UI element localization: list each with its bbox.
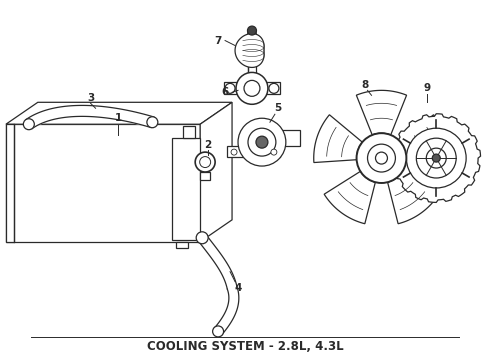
Circle shape (406, 128, 466, 188)
Polygon shape (401, 115, 449, 163)
Circle shape (248, 128, 276, 156)
Circle shape (236, 72, 268, 104)
Circle shape (256, 136, 268, 148)
Circle shape (375, 152, 388, 164)
Circle shape (271, 149, 277, 155)
Polygon shape (324, 171, 375, 224)
Circle shape (244, 80, 260, 96)
Polygon shape (224, 82, 280, 94)
Text: COOLING SYSTEM - 2.8L, 4.3L: COOLING SYSTEM - 2.8L, 4.3L (147, 340, 343, 353)
Polygon shape (6, 124, 14, 242)
Circle shape (426, 148, 446, 168)
Polygon shape (6, 102, 232, 124)
Polygon shape (6, 124, 200, 242)
Circle shape (432, 154, 440, 162)
Text: 5: 5 (274, 103, 281, 113)
Polygon shape (200, 102, 232, 242)
Circle shape (196, 232, 208, 244)
Circle shape (200, 157, 211, 167)
Text: 6: 6 (221, 87, 229, 97)
Circle shape (269, 84, 279, 93)
Text: 4: 4 (234, 283, 242, 293)
Polygon shape (227, 146, 280, 157)
Polygon shape (388, 171, 439, 224)
Polygon shape (183, 126, 196, 138)
Polygon shape (356, 90, 407, 135)
Polygon shape (314, 115, 362, 163)
Text: 1: 1 (115, 113, 122, 123)
Circle shape (416, 138, 456, 178)
Text: 3: 3 (87, 93, 94, 103)
Text: 7: 7 (215, 36, 222, 46)
Circle shape (195, 152, 215, 172)
Polygon shape (392, 114, 481, 202)
Polygon shape (200, 172, 210, 180)
Polygon shape (247, 31, 257, 44)
Polygon shape (172, 138, 200, 240)
Circle shape (238, 118, 286, 166)
Circle shape (24, 119, 34, 130)
Polygon shape (198, 235, 237, 289)
Polygon shape (214, 286, 239, 334)
Polygon shape (235, 33, 264, 67)
Circle shape (247, 26, 256, 35)
Text: 8: 8 (361, 80, 368, 90)
Circle shape (147, 117, 158, 128)
Text: 2: 2 (204, 140, 212, 150)
Text: 9: 9 (424, 84, 431, 93)
Circle shape (213, 326, 223, 337)
Polygon shape (26, 105, 154, 129)
Circle shape (368, 144, 395, 172)
Polygon shape (176, 242, 188, 248)
Circle shape (357, 133, 406, 183)
Circle shape (231, 149, 237, 155)
Polygon shape (280, 130, 300, 146)
Circle shape (225, 84, 235, 93)
